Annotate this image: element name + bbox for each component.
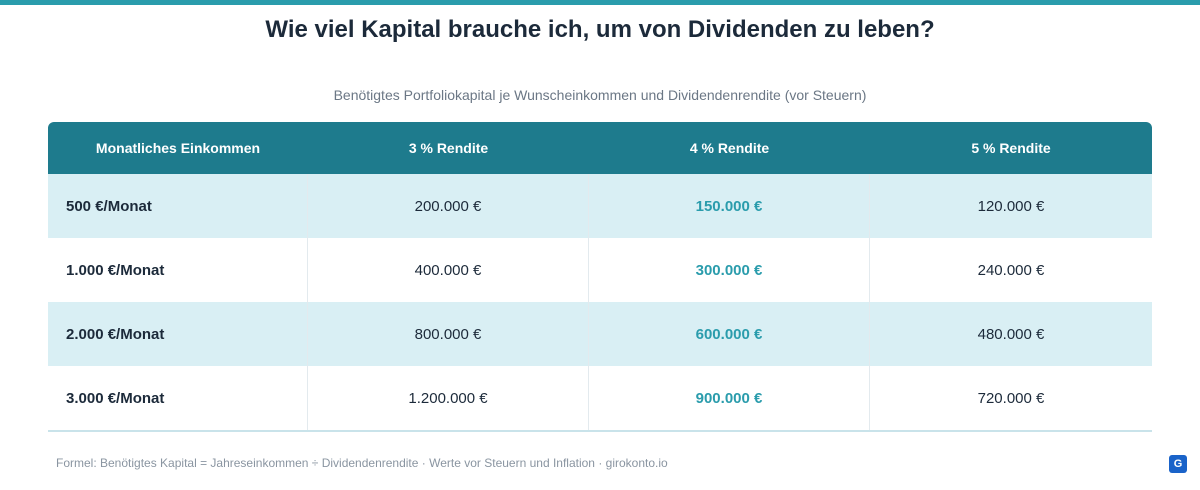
cell-yield-5: 240.000 € — [977, 261, 1045, 279]
formula-footnote: Formel: Benötigtes Kapital = Jahreseinko… — [56, 456, 668, 470]
table-row: 500 €/Monat 200.000 € 150.000 € 120.000 … — [48, 174, 1152, 238]
row-income-label: 500 €/Monat — [48, 174, 308, 238]
capital-table: Monatliches Einkommen 3 % Rendite 4 % Re… — [48, 122, 1152, 432]
cell-yield-3: 200.000 € — [308, 174, 589, 238]
page-subtitle: Benötigtes Portfoliokapital je Wunschein… — [333, 87, 867, 103]
cell-yield-4: 300.000 € — [589, 238, 870, 302]
table-row: 3.000 €/Monat 1.200.000 € 900.000 € 720.… — [48, 366, 1152, 430]
top-accent-bar — [0, 0, 1200, 5]
row-income-label: 3.000 €/Monat — [48, 366, 308, 430]
row-income-label: 1.000 €/Monat — [48, 238, 308, 302]
cell-yield-5: 480.000 € — [977, 325, 1045, 343]
header-yield-3: 3 % Rendite — [408, 140, 489, 156]
table-row: 1.000 €/Monat 400.000 € 300.000 € 240.00… — [48, 238, 1152, 302]
header-income: Monatliches Einkommen — [95, 140, 261, 156]
cell-yield-3: 1.200.000 € — [308, 366, 589, 430]
header-yield-5: 5 % Rendite — [971, 140, 1051, 156]
brand-logo-icon[interactable]: G — [1169, 455, 1187, 473]
cell-yield-5: 120.000 € — [977, 197, 1045, 215]
table-header: Monatliches Einkommen 3 % Rendite 4 % Re… — [48, 122, 1152, 174]
cell-yield-3: 800.000 € — [308, 302, 589, 366]
table-row: 2.000 €/Monat 800.000 € 600.000 € 480.00… — [48, 302, 1152, 366]
cell-yield-4: 900.000 € — [589, 366, 870, 430]
cell-yield-5: 720.000 € — [977, 389, 1045, 407]
row-income-label: 2.000 €/Monat — [48, 302, 308, 366]
cell-yield-4: 600.000 € — [589, 302, 870, 366]
cell-yield-3: 400.000 € — [308, 238, 589, 302]
cell-yield-4: 150.000 € — [589, 174, 870, 238]
header-yield-4: 4 % Rendite — [689, 140, 770, 156]
page-title: Wie viel Kapital brauche ich, um von Div… — [265, 16, 935, 43]
table-bottom-rule — [48, 430, 1152, 432]
